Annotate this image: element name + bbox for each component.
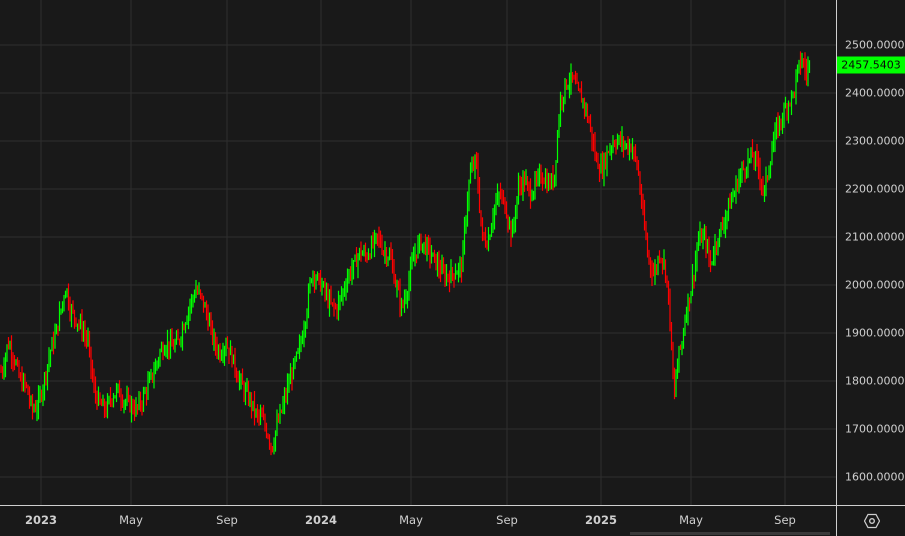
time-tick-label: 2023	[24, 513, 58, 527]
price-tick-label: 2100.0000	[845, 230, 905, 244]
time-tick-label: 2024	[304, 513, 338, 527]
settings-hexagon-icon	[863, 513, 880, 529]
time-tick-label: May	[399, 513, 423, 527]
price-tick-label: 2300.0000	[845, 134, 905, 148]
price-tick-label: 1900.0000	[845, 326, 905, 340]
time-tick-label: Sep	[496, 513, 518, 527]
time-tick-label: May	[119, 513, 143, 527]
time-tick-label: May	[679, 513, 703, 527]
time-tick-label: Sep	[216, 513, 238, 527]
price-tick-label: 1700.0000	[845, 422, 905, 436]
price-chart-plot[interactable]	[0, 0, 836, 505]
price-axis[interactable]: 2500.0000 2400.0000 2300.0000 2200.0000 2100…	[836, 0, 905, 505]
last-price-badge: 2457.5403	[837, 56, 905, 74]
price-tick-label: 2200.0000	[845, 182, 905, 196]
price-tick-label: 1800.0000	[845, 374, 905, 388]
time-tick-label: Sep	[774, 513, 796, 527]
price-tick-label: 2400.0000	[845, 86, 905, 100]
price-tick-label: 2000.0000	[845, 278, 905, 292]
price-tick-label: 2500.0000	[845, 38, 905, 52]
time-scrollbar[interactable]	[630, 532, 830, 535]
price-tick-label: 1600.0000	[845, 470, 905, 484]
time-axis[interactable]: 2023 May Sep 2024 May Sep 2025 May Sep	[0, 505, 836, 536]
chart-settings-button[interactable]	[836, 505, 905, 536]
price-bars	[0, 51, 811, 456]
time-tick-label: 2025	[584, 513, 618, 527]
